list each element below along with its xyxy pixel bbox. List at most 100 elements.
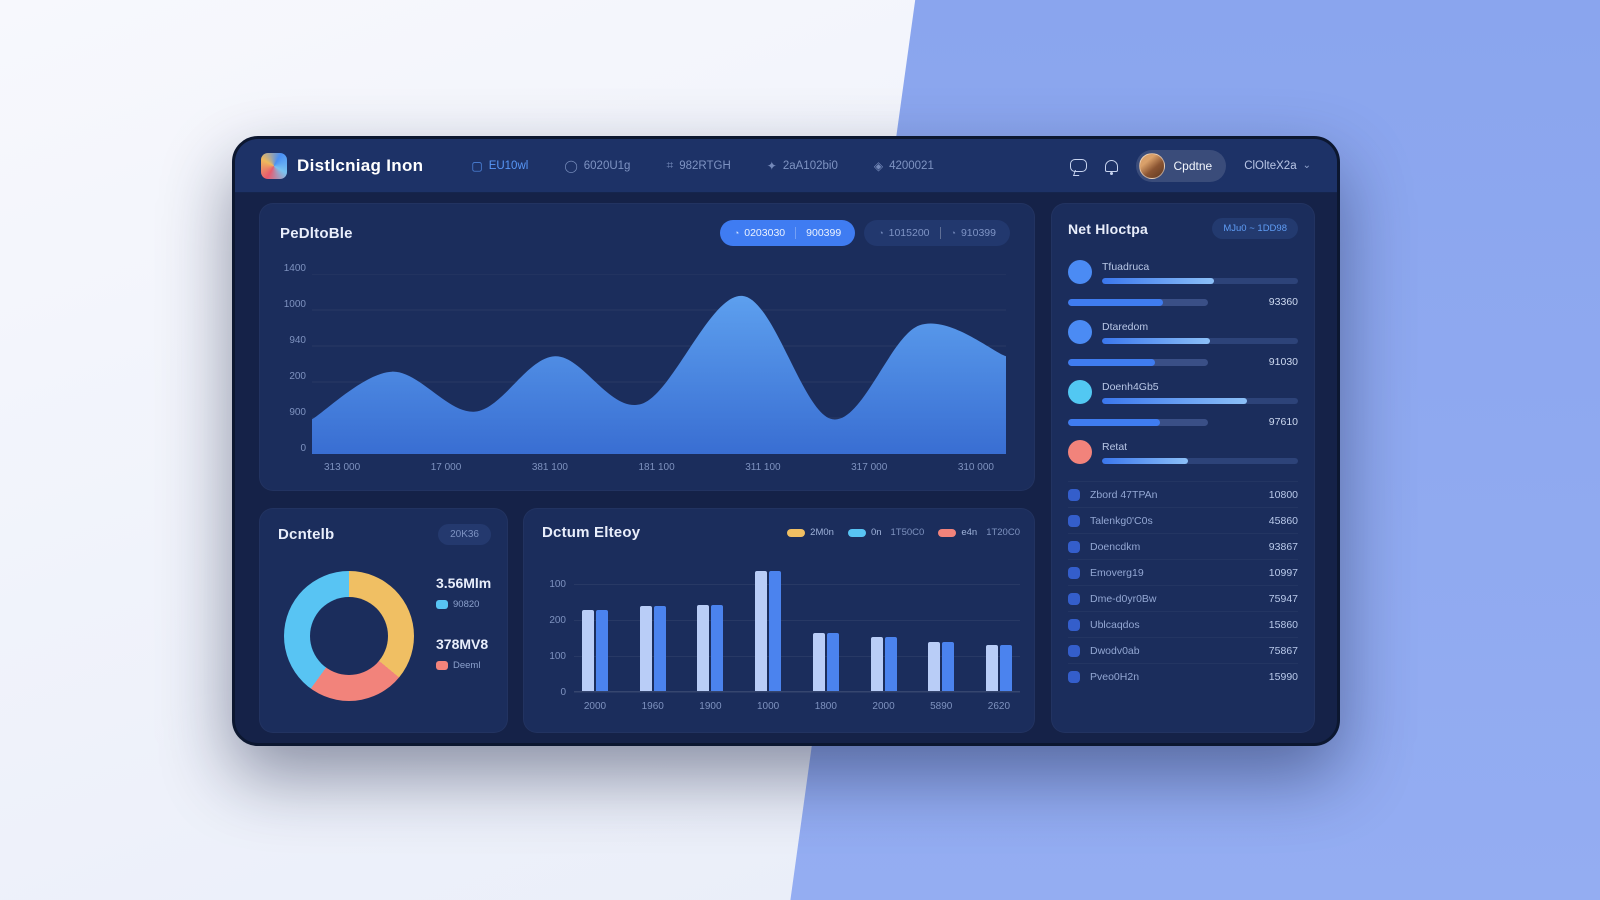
messages-icon[interactable]	[1070, 159, 1088, 172]
legend-value: 1T50C0	[890, 527, 925, 538]
range-value: 900399	[806, 227, 842, 239]
legend-label: 2M0n	[810, 527, 834, 538]
stats-title: Net Hloctpa	[1068, 220, 1148, 237]
area-xtick: 310 000	[957, 462, 994, 473]
dashboard-icon: ▢	[471, 158, 483, 173]
stat-value: 10800	[1268, 488, 1298, 501]
bar-light	[697, 605, 710, 691]
nav-item-982RTGH[interactable]: ⌗ 982RTGH	[666, 158, 730, 173]
grid-icon: ⌗	[666, 158, 674, 172]
legend-swatch	[787, 528, 806, 537]
stat-icon	[1068, 592, 1080, 605]
bar-gridline	[574, 656, 1020, 657]
bar-group	[928, 642, 955, 691]
member-row: Dtaredom	[1068, 313, 1298, 351]
stat-label: Dwodv0ab	[1090, 644, 1140, 657]
brand-name: Distlcniag Inon	[297, 155, 424, 175]
stat-label: Talenkg0'C0s	[1090, 514, 1153, 527]
nav-item-4200021[interactable]: ◈ 4200021	[874, 158, 934, 173]
bar-ytick: 0	[560, 687, 566, 698]
stat-icon	[1068, 670, 1080, 683]
profile-name: Cpdtne	[1173, 158, 1213, 173]
nav-item-EU10wl[interactable]: ▢ EU10wl	[471, 158, 528, 173]
navbar-right: Cpdtne ClOlteX2a ⌄	[1070, 149, 1311, 182]
bars-legend-item: 0n 1T50C0	[847, 527, 925, 538]
circle-icon: ◯	[564, 158, 578, 173]
bars-legend-item: e4n 1T20C0	[938, 527, 1020, 538]
area-xtick: 317 000	[851, 462, 888, 473]
bars-legend: 2M0n 0n 1T50C0 e4n 1T20C0	[787, 527, 1020, 538]
stat-row: Zbord 47TPAn 10800	[1068, 481, 1298, 507]
nav-item-label: 2aA102bi0	[782, 159, 838, 172]
bar-dark	[884, 637, 897, 691]
stat-row: Emoverg19 10997	[1068, 559, 1298, 585]
stat-label: Doencdkm	[1090, 540, 1141, 553]
legend-value: 3.56Mlm	[436, 575, 492, 591]
member-progressbar	[1102, 277, 1298, 284]
donut-chart	[284, 571, 414, 701]
user-avatar	[1139, 152, 1166, 179]
bar-gridline	[574, 620, 1020, 621]
stat-label: Zbord 47TPAn	[1090, 488, 1158, 501]
member-name: Retat	[1102, 440, 1128, 453]
profile-pill[interactable]: Cpdtne	[1136, 149, 1227, 182]
bar-gridline	[574, 692, 1020, 693]
bar-dark	[769, 571, 782, 691]
member-sub-row: 93360	[1068, 291, 1298, 313]
stat-value: 75947	[1268, 592, 1298, 605]
bar-light	[639, 606, 652, 691]
nav-item-2aA102bi0[interactable]: ✦ 2aA102bi0	[767, 158, 838, 173]
range-toggle-inactive[interactable]: ◔ 1015200 ◔ 910399	[864, 220, 1010, 246]
bar-light	[812, 633, 825, 691]
member-avatar	[1068, 320, 1092, 344]
area-xtick: 381 100	[531, 462, 568, 473]
bar-dark	[711, 605, 724, 691]
bar-light	[928, 642, 941, 691]
bars-panel: Dctum Elteoy 2M0n 0n 1T50C0 e4n 1T20C0 100 20…	[523, 508, 1035, 733]
area-xtick: 313 000	[324, 462, 361, 473]
member-progressbar	[1102, 457, 1298, 464]
area-ytick: 1000	[283, 299, 306, 310]
member-row: Tfuadruca	[1068, 253, 1298, 291]
member-value: 97610	[1268, 416, 1298, 428]
org-selector[interactable]: ClOlteX2a ⌄	[1244, 160, 1311, 172]
bars-legend-item: 2M0n	[787, 527, 834, 538]
notifications-icon[interactable]	[1105, 159, 1119, 175]
bar-plot	[574, 569, 1020, 693]
nav-item-6020U1g[interactable]: ◯ 6020U1g	[564, 158, 630, 173]
bar-group	[985, 645, 1012, 691]
range-toggle-active[interactable]: ◔ 0203030 900399	[719, 220, 856, 246]
bars-title: Dctum Elteoy	[542, 524, 641, 541]
legend-swatch	[847, 528, 866, 537]
bar-light	[870, 637, 883, 691]
stats-range-button[interactable]: MJu0 ~ 1DD98	[1212, 218, 1298, 239]
clock-icon: ◔	[878, 228, 884, 238]
stat-value: 15990	[1268, 670, 1298, 683]
donut-panel: Dcntelb 20K36 3.56Mlm 90820 378MV8 Deeml	[259, 508, 508, 733]
area-ytick: 900	[289, 407, 306, 418]
bar-xtick: 2000	[583, 701, 607, 712]
member-name: Doenh4Gb5	[1102, 380, 1159, 393]
bar-dark	[826, 633, 839, 691]
chevron-down-icon: ⌄	[1302, 160, 1311, 171]
bar-yaxis: 100 200 100 0	[536, 569, 566, 698]
stat-icon	[1068, 618, 1080, 631]
stat-icon	[1068, 488, 1080, 501]
bar-light	[582, 610, 594, 691]
bar-group	[870, 637, 897, 691]
org-label: ClOlteX2a	[1244, 159, 1297, 172]
bar-group	[697, 605, 724, 691]
nav-item-label: EU10wl	[488, 159, 529, 172]
bar-xtick: 2000	[872, 701, 895, 712]
area-ytick: 1400	[283, 263, 306, 274]
legend-value: 378MV8	[436, 636, 489, 652]
pill-divider	[939, 227, 941, 239]
member-value: 93360	[1268, 296, 1298, 308]
legend-label: 90820	[453, 599, 480, 610]
bar-light	[985, 645, 998, 691]
bar-xlabels: 2000 1960 1900 1000 1800 2000 5890 2620	[574, 701, 1020, 712]
bar-xtick: 1900	[699, 701, 722, 712]
donut-badge-button[interactable]: 20K36	[438, 524, 491, 545]
stat-row: Dme-d0yr0Bw 75947	[1068, 585, 1298, 611]
nav-item-label: 982RTGH	[679, 159, 731, 172]
